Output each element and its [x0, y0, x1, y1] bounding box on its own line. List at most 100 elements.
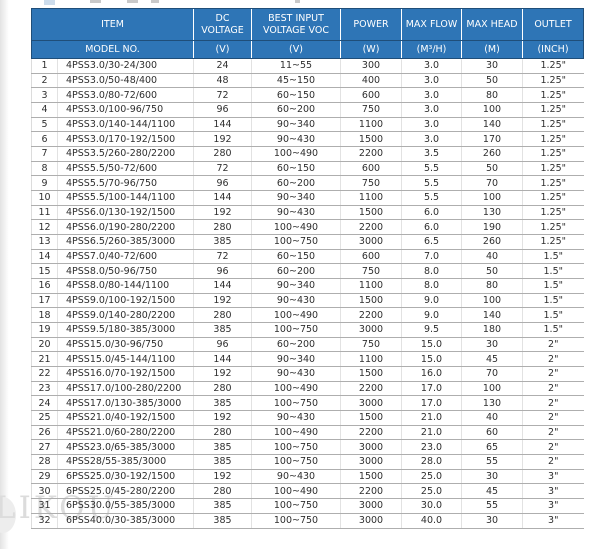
outlet-cell: 1.5"	[522, 278, 584, 294]
model-cell: 4PSS3.0/170-192/1500	[57, 131, 194, 148]
model-cell: 4PSS28/55-385/3000	[57, 454, 194, 470]
item-no-cell: 7	[31, 146, 58, 162]
max-head-cell: 170	[461, 131, 523, 148]
dc-voltage-cell: 96	[193, 175, 252, 192]
header-row-top: ITEM DC VOLTAGE BEST INPUT VOLTAGE VOC P…	[31, 8, 584, 41]
best-input-voltage-cell: 60~150	[251, 161, 341, 177]
max-flow-cell: 6.0	[401, 205, 462, 221]
model-cell: 4PSS9.0/140-280/2200	[57, 307, 194, 324]
unit-dc-voltage: (V)	[193, 40, 252, 59]
max-head-cell: 55	[461, 454, 523, 470]
max-flow-cell: 3.0	[401, 117, 462, 133]
model-cell: 4PSS6.5/260-385/3000	[57, 234, 194, 250]
power-cell: 400	[340, 73, 402, 89]
max-head-cell: 50	[461, 263, 523, 280]
dc-voltage-cell: 385	[193, 322, 252, 338]
table-row: 1 4PSS3.0/30-24/300 24 11~55 300 3.0 30 1.25"	[31, 58, 584, 74]
max-head-cell: 30	[461, 337, 523, 353]
power-cell: 750	[340, 263, 402, 280]
best-input-voltage-cell: 100~750	[251, 395, 341, 412]
max-head-cell: 260	[461, 146, 523, 162]
header-row-units: MODEL NO. (V) (V) (W) (M³/H) (M) (INCH)	[31, 40, 584, 59]
outlet-cell: 1.25"	[522, 234, 584, 250]
max-head-cell: 180	[461, 322, 523, 338]
best-input-voltage-cell: 100~490	[251, 381, 341, 397]
model-cell: 4PSS8.0/50-96/750	[57, 263, 194, 280]
item-no-cell: 11	[31, 205, 58, 221]
max-head-cell: 100	[461, 381, 523, 397]
table-row: 32 6PSS40.0/30-385/3000 385 100~750 3000 40.0…	[31, 513, 584, 529]
dc-voltage-cell: 280	[193, 146, 252, 162]
best-input-voltage-cell: 60~200	[251, 175, 341, 192]
best-input-voltage-cell: 60~150	[251, 249, 341, 265]
item-no-cell: 30	[31, 483, 58, 500]
item-no-cell: 18	[31, 307, 58, 324]
power-cell: 1100	[340, 278, 402, 294]
dc-voltage-cell: 24	[193, 58, 252, 74]
max-flow-cell: 3.5	[401, 146, 462, 162]
dc-voltage-cell: 385	[193, 454, 252, 470]
model-cell: 4PSS16.0/70-192/1500	[57, 366, 194, 382]
best-input-voltage-cell: 60~200	[251, 263, 341, 280]
max-head-cell: 80	[461, 87, 523, 104]
max-flow-cell: 28.0	[401, 454, 462, 470]
table-row: 27 4PSS23.0/65-385/3000 385 100~750 3000 23.0…	[31, 439, 584, 456]
outlet-cell: 1.5"	[522, 249, 584, 265]
model-cell: 6PSS30.0/55-385/3000	[57, 498, 194, 514]
page-edge-strip	[0, 0, 9, 549]
max-head-cell: 45	[461, 483, 523, 500]
item-no-cell: 4	[31, 102, 58, 118]
max-head-cell: 260	[461, 234, 523, 250]
table-row: 7 4PSS3.5/260-280/2200 280 100~490 2200 3.5 26…	[31, 146, 584, 162]
model-cell: 4PSS3.0/50-48/400	[57, 73, 194, 89]
unit-outlet: (INCH)	[522, 40, 584, 59]
table-row: 25 4PSS21.0/40-192/1500 192 90~430 1500 21.0 4…	[31, 410, 584, 426]
outlet-cell: 3"	[522, 469, 584, 485]
power-cell: 1500	[340, 293, 402, 309]
unit-max-head: (M)	[461, 40, 523, 59]
table-row: 17 4PSS9.0/100-192/1500 192 90~430 1500 9.0 10…	[31, 293, 584, 309]
model-cell: 6PSS25.0/45-280/2200	[57, 483, 194, 500]
model-cell: 4PSS5.5/100-144/1100	[57, 190, 194, 206]
max-head-cell: 130	[461, 395, 523, 412]
item-no-cell: 22	[31, 366, 58, 382]
best-input-voltage-cell: 100~490	[251, 219, 341, 236]
max-head-cell: 190	[461, 219, 523, 236]
item-no-cell: 25	[31, 410, 58, 426]
power-cell: 1100	[340, 117, 402, 133]
max-head-cell: 55	[461, 498, 523, 514]
model-cell: 4PSS21.0/40-192/1500	[57, 410, 194, 426]
cropped-content-fragment	[127, 0, 138, 3]
model-cell: 6PSS40.0/30-385/3000	[57, 513, 194, 529]
table-body: 1 4PSS3.0/30-24/300 24 11~55 300 3.0 30 1.25" 2 4…	[31, 58, 584, 529]
table-row: 6 4PSS3.0/170-192/1500 192 90~430 1500 3.0 170…	[31, 131, 584, 148]
header-model-no: MODEL NO.	[31, 40, 194, 59]
model-cell: 4PSS3.0/140-144/1100	[57, 117, 194, 133]
outlet-cell: 1.25"	[522, 73, 584, 89]
max-head-cell: 30	[461, 58, 523, 74]
power-cell: 1500	[340, 469, 402, 485]
max-flow-cell: 3.0	[401, 58, 462, 74]
best-input-voltage-cell: 90~430	[251, 293, 341, 309]
cropped-content-fragment	[44, 0, 55, 5]
outlet-cell: 1.25"	[522, 190, 584, 206]
max-flow-cell: 30.0	[401, 498, 462, 514]
model-cell: 4PSS3.0/80-72/600	[57, 87, 194, 104]
dc-voltage-cell: 385	[193, 498, 252, 514]
best-input-voltage-cell: 60~200	[251, 102, 341, 118]
power-cell: 2200	[340, 483, 402, 500]
max-flow-cell: 6.5	[401, 234, 462, 250]
best-input-voltage-cell: 100~750	[251, 439, 341, 456]
best-input-voltage-cell: 90~340	[251, 117, 341, 133]
best-input-voltage-cell: 100~490	[251, 483, 341, 500]
cropped-content-fragment	[295, 0, 300, 3]
max-head-cell: 140	[461, 307, 523, 324]
outlet-cell: 2"	[522, 439, 584, 456]
outlet-cell: 1.5"	[522, 293, 584, 309]
max-flow-cell: 5.5	[401, 161, 462, 177]
table-row: 22 4PSS16.0/70-192/1500 192 90~430 1500 16.0 7…	[31, 366, 584, 382]
model-cell: 4PSS8.0/80-144/1100	[57, 278, 194, 294]
best-input-voltage-cell: 11~55	[251, 58, 341, 74]
max-flow-cell: 15.0	[401, 337, 462, 353]
max-flow-cell: 3.0	[401, 102, 462, 118]
